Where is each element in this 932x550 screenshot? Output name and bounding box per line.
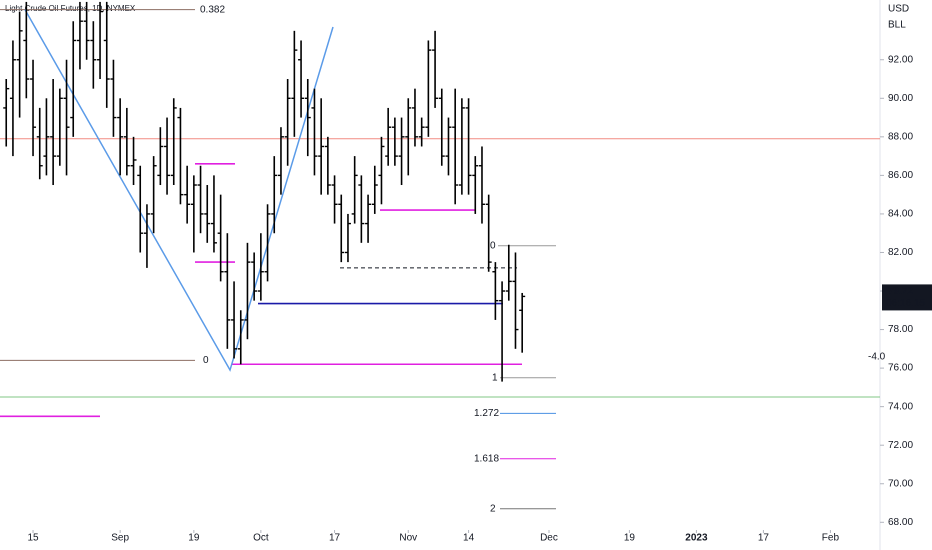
x-tick-label: 2023 xyxy=(685,533,708,544)
y-tick-label: 76.00 xyxy=(888,363,913,374)
y-tick-label: 82.00 xyxy=(888,247,913,258)
x-tick-label: Oct xyxy=(253,533,269,544)
fib-label: 1.618 xyxy=(474,453,499,464)
y-tick-label: 86.00 xyxy=(888,170,913,181)
x-tick-label: 15 xyxy=(27,533,39,544)
y-tick-label: 88.00 xyxy=(888,131,913,142)
x-tick-label: 19 xyxy=(624,533,636,544)
fib-label: 0 xyxy=(490,240,496,251)
x-tick-label: 17 xyxy=(329,533,341,544)
x-tick-label: 19 xyxy=(188,533,200,544)
y-tick-label: 84.00 xyxy=(888,209,913,220)
fib-label: 1 xyxy=(492,372,498,383)
trend-line xyxy=(24,9,334,372)
chart-title: Light Crude Oil Futures, 1D, NYMEX xyxy=(5,4,136,13)
x-tick-label: 17 xyxy=(758,533,770,544)
y-tick-label: 90.00 xyxy=(888,93,913,104)
fib-label: 2 xyxy=(490,503,496,514)
unit: BLL xyxy=(888,20,906,31)
y-tick-label: 74.00 xyxy=(888,401,913,412)
fib-label: 0.382 xyxy=(200,4,225,15)
price-tag-value: 79.72 xyxy=(888,286,913,297)
x-tick-label: Feb xyxy=(822,533,840,544)
edge-label: -4.0 xyxy=(868,352,886,363)
x-tick-label: 14 xyxy=(463,533,475,544)
fib-label: 0 xyxy=(203,355,209,366)
y-tick-label: 68.00 xyxy=(888,517,913,528)
y-tick-label: 70.00 xyxy=(888,478,913,489)
y-tick-label: 72.00 xyxy=(888,440,913,451)
x-tick-label: Dec xyxy=(540,533,558,544)
fib-label: 1.272 xyxy=(474,408,499,419)
currency: USD xyxy=(888,4,909,15)
y-tick-label: 78.00 xyxy=(888,324,913,335)
y-tick-label: 92.00 xyxy=(888,54,913,65)
x-tick-label: Nov xyxy=(399,533,417,544)
x-tick-label: Sep xyxy=(111,533,129,544)
price-tag-countdown: 06:16:15 xyxy=(886,298,925,309)
price-tag xyxy=(882,284,932,311)
